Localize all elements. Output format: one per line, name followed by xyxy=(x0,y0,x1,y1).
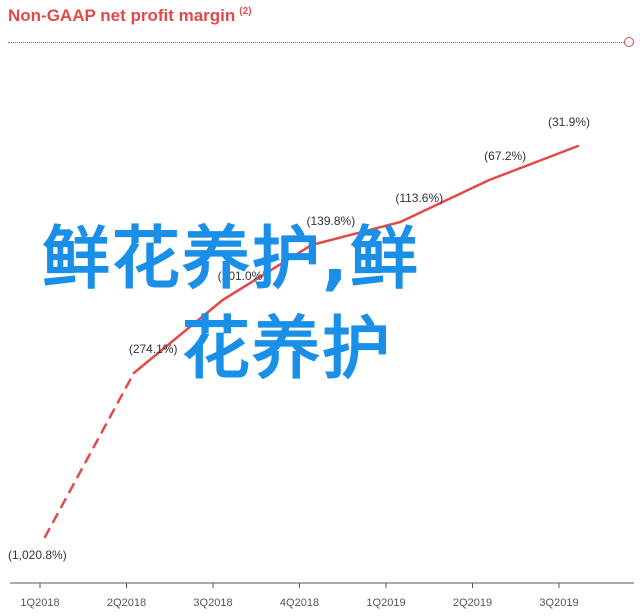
x-axis-ticks: 1Q2018 2Q2018 3Q2018 4Q2018 1Q2019 2Q2019 3Q20… xyxy=(20,583,579,609)
series-line-segment-4 xyxy=(310,220,402,247)
data-label-2: (274.1%) xyxy=(129,342,178,356)
data-label-4: (139.8%) xyxy=(307,214,356,228)
x-tick-label-4: 4Q2018 xyxy=(280,597,319,609)
series-line-segment-1 xyxy=(43,371,136,539)
title-divider xyxy=(8,42,626,43)
title-divider-end-dot xyxy=(624,37,634,47)
x-tick-label-7: 3Q2019 xyxy=(539,597,578,609)
chart-title: Non-GAAP net profit margin (2) xyxy=(8,6,252,26)
data-label-5: (113.6%) xyxy=(395,191,443,205)
series-line-segment-6 xyxy=(487,144,580,182)
x-tick-label-2: 2Q2018 xyxy=(107,597,146,609)
x-tick-label-5: 1Q2019 xyxy=(366,597,405,609)
x-tick-label-3: 3Q2018 xyxy=(193,597,232,609)
chart-data-labels: (1,020.8%) (274.1%) (201.0%) (139.8%) (113.6… xyxy=(8,115,590,562)
x-tick-label-1: 1Q2018 xyxy=(20,597,59,609)
chart-title-note: (2) xyxy=(239,6,252,18)
chart-title-text: Non-GAAP net profit margin xyxy=(8,6,236,25)
data-label-1: (1,020.8%) xyxy=(8,548,67,562)
series-line-segment-3 xyxy=(221,243,313,302)
data-label-7: (31.9%) xyxy=(548,115,590,129)
x-tick-label-6: 2Q2019 xyxy=(453,597,492,609)
series-line-segment-2 xyxy=(132,298,224,375)
data-label-3: (201.0%) xyxy=(218,269,267,283)
data-label-6: (67.2%) xyxy=(484,149,526,163)
series-line-segment-5 xyxy=(399,178,491,224)
chart-marks xyxy=(43,144,580,539)
